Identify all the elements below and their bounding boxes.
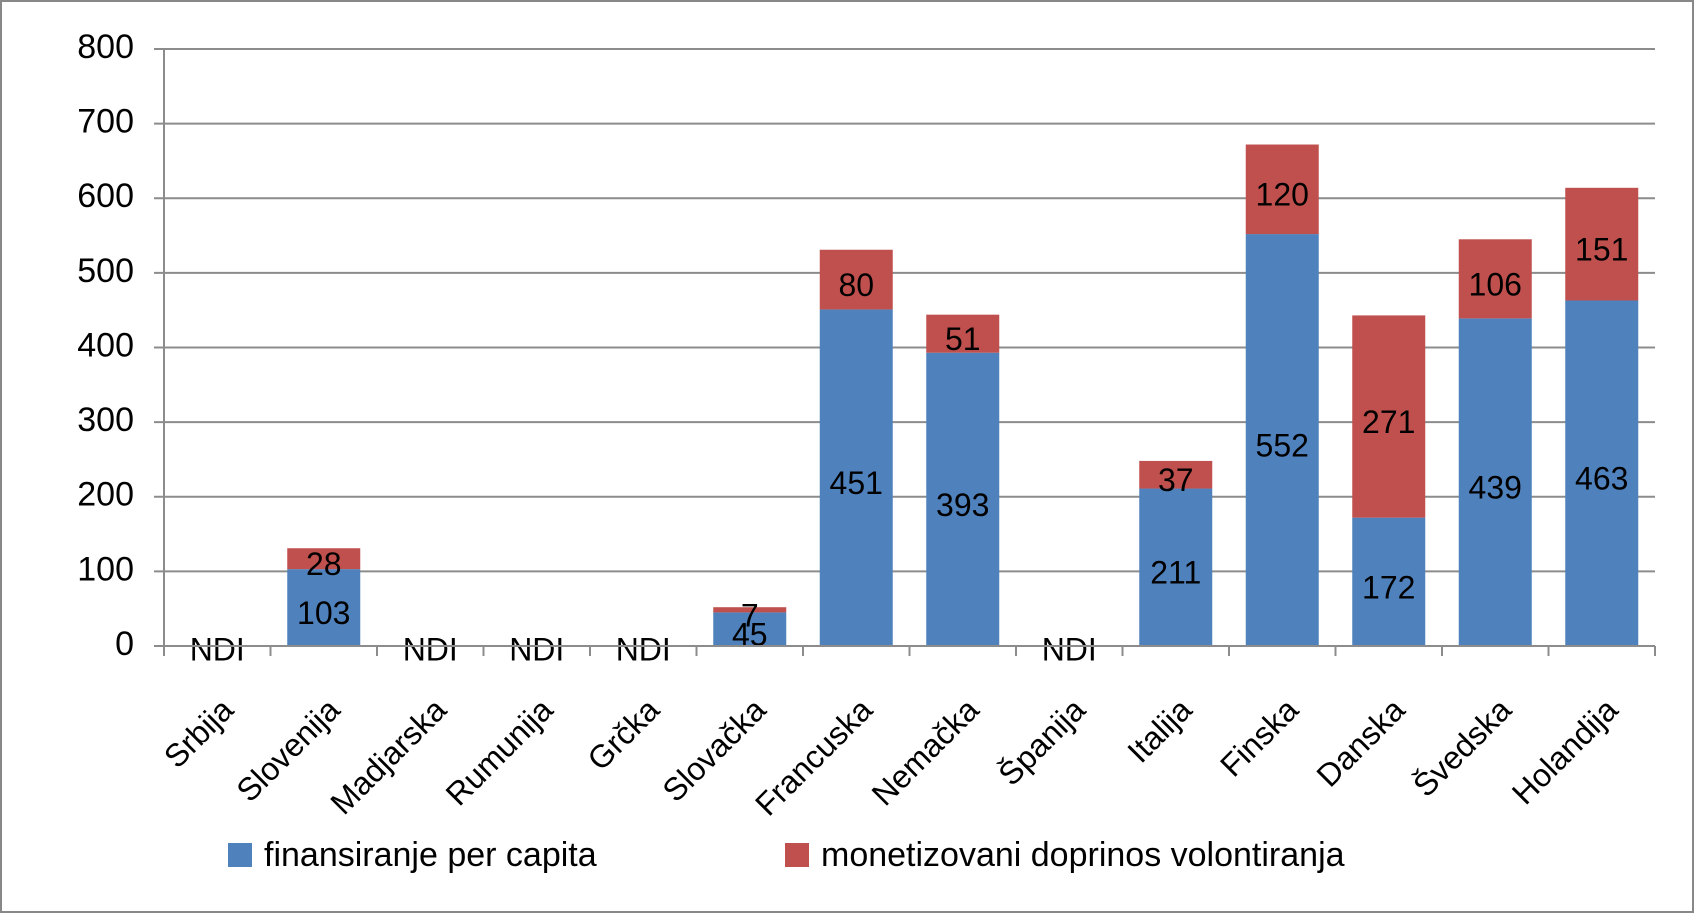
y-tick-label: 300 — [77, 401, 134, 439]
data-label: 552 — [1256, 427, 1309, 463]
bar-segment — [1565, 187, 1639, 301]
bar-segment — [1245, 144, 1319, 235]
legend-label: monetizovani doprinos volontiranja — [821, 836, 1345, 874]
data-label: 7 — [741, 597, 759, 633]
data-label: 151 — [1575, 232, 1628, 268]
data-label: 172 — [1362, 569, 1415, 605]
bar-segment — [1245, 234, 1319, 646]
data-label: 451 — [830, 465, 883, 501]
y-tick-label: 100 — [77, 550, 134, 588]
y-tick-label: 400 — [77, 326, 134, 364]
y-tick-label: 200 — [77, 476, 134, 514]
bar-segment — [1352, 517, 1426, 646]
data-label: 439 — [1469, 470, 1522, 506]
y-tick-label: 0 — [115, 625, 134, 663]
data-label: 393 — [936, 487, 989, 523]
bar-segment — [819, 309, 893, 646]
y-tick-label: 600 — [77, 177, 134, 215]
data-label: NDI — [190, 631, 245, 667]
bar-segment — [287, 548, 361, 570]
data-label: 106 — [1469, 266, 1522, 302]
legend-swatch — [228, 843, 252, 867]
data-label: NDI — [509, 631, 564, 667]
bar-segment — [1458, 318, 1532, 646]
data-label: 51 — [945, 321, 981, 357]
data-label: 80 — [838, 267, 874, 303]
bar-segment — [1139, 488, 1213, 646]
legend-label: finansiranje per capita — [264, 836, 597, 874]
bar-segment — [1565, 300, 1639, 646]
bar-segment — [819, 249, 893, 310]
bar-segment — [1139, 460, 1213, 489]
data-label: 103 — [297, 595, 350, 631]
data-label: 28 — [306, 546, 342, 582]
y-tick-label: 800 — [77, 28, 134, 66]
legend-swatch — [785, 843, 809, 867]
data-label: NDI — [1042, 631, 1097, 667]
bar-segment — [713, 612, 787, 646]
bar-segment — [713, 607, 787, 613]
data-label: 463 — [1575, 461, 1628, 497]
y-tick-label: 700 — [77, 103, 134, 141]
data-label: NDI — [403, 631, 458, 667]
bar-segment — [926, 314, 1000, 353]
data-label: 211 — [1150, 555, 1201, 591]
bar-segment — [287, 569, 361, 646]
bar-segment — [1458, 239, 1532, 319]
data-label: NDI — [616, 631, 671, 667]
data-label: 37 — [1158, 462, 1194, 498]
bar-segment — [926, 352, 1000, 646]
data-label: 120 — [1256, 177, 1309, 213]
y-tick-label: 500 — [77, 252, 134, 290]
bar-segment — [1352, 315, 1426, 518]
data-label: 271 — [1362, 404, 1415, 440]
